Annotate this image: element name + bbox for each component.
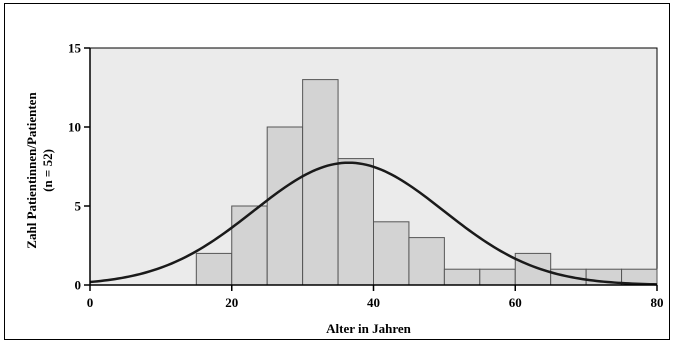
- y-tick-label-10: 10: [68, 120, 81, 135]
- histogram-bar-25-30: [266, 126, 304, 286]
- histogram-bar-50-55: [443, 268, 481, 286]
- histogram-bar-60-65: [514, 252, 552, 286]
- histogram-bar-20-25: [231, 205, 268, 286]
- x-tick-label-60: 60: [509, 295, 522, 310]
- histogram-bar-45-50: [408, 237, 445, 286]
- x-axis-title: Alter in Jahren: [326, 321, 412, 336]
- histogram-bars: [195, 79, 658, 286]
- normal-distribution-curve: [89, 161, 658, 286]
- x-tick-label-80: 80: [651, 295, 664, 310]
- axes: 0 5 10 15 0 20 40 60 80: [68, 41, 664, 311]
- x-tick-label-40: 40: [367, 295, 380, 310]
- x-tick-label-20: 20: [225, 295, 238, 310]
- histogram-bar-15-20: [195, 252, 233, 286]
- histogram-bar-35-40: [337, 158, 374, 286]
- figure-frame: 0 5 10 15 0 20 40 60 80 Alter in Jahren Zahl Pat…: [4, 3, 670, 340]
- histogram-bar-30-35: [302, 79, 339, 286]
- histogram-bar-40-45: [373, 221, 410, 286]
- histogram-chart: 0 5 10 15 0 20 40 60 80 Alter in Jahren Zahl Pat…: [24, 41, 664, 337]
- y-tick-label-0: 0: [75, 278, 82, 293]
- y-axis-title-line2: (n = 52): [40, 149, 55, 192]
- histogram-bar-55-60: [479, 268, 516, 286]
- y-tick-label-5: 5: [75, 199, 82, 214]
- y-axis-title: Zahl Patientinnen/Patienten (n = 52): [24, 92, 55, 249]
- x-tick-label-0: 0: [87, 295, 94, 310]
- y-axis-title-line1: Zahl Patientinnen/Patienten: [24, 92, 39, 249]
- y-tick-label-15: 15: [68, 41, 82, 56]
